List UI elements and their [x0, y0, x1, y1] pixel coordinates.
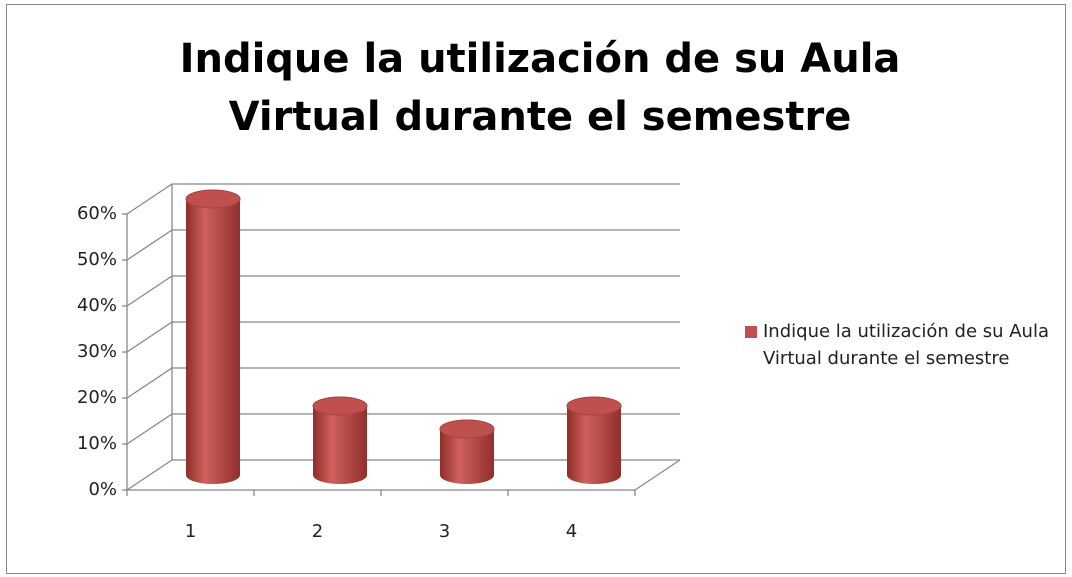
y-tick-label: 30%: [77, 341, 117, 362]
y-tick-label: 60%: [77, 203, 117, 224]
bar: [567, 406, 621, 484]
y-tick-label: 40%: [77, 295, 117, 316]
y-tick-label: 10%: [77, 433, 117, 454]
x-tick-label: 1: [185, 521, 196, 542]
legend-swatch: [745, 326, 757, 338]
chart-title: Indique la utilización de su Aula Virtua…: [179, 36, 901, 140]
bar-top: [439, 419, 495, 439]
bar-top: [566, 396, 622, 416]
grid-line: [126, 413, 680, 445]
x-tick-label: 2: [312, 521, 323, 542]
bar: [313, 406, 367, 484]
x-tick-label: 4: [566, 521, 577, 542]
bar-top: [185, 189, 241, 209]
y-tick-label: 20%: [77, 387, 117, 408]
grid-line: [126, 367, 680, 399]
legend-label: Indique la utilización de su Aula Virtua…: [763, 321, 1049, 369]
grid-line: [126, 459, 680, 491]
grid-line: [126, 183, 680, 215]
y-tick-label: 50%: [77, 249, 117, 270]
bar: [186, 199, 240, 484]
floor-edge: [634, 459, 681, 491]
x-tick-label: 3: [439, 521, 450, 542]
chart-border: [6, 4, 1066, 574]
grid-line: [126, 229, 680, 261]
bar: [440, 429, 494, 484]
grid-line: [126, 275, 680, 307]
grid-line: [126, 321, 680, 353]
legend: Indique la utilización de su Aula Virtua…: [745, 318, 1055, 372]
bar-top: [312, 396, 368, 416]
y-tick-label: 0%: [88, 479, 117, 500]
